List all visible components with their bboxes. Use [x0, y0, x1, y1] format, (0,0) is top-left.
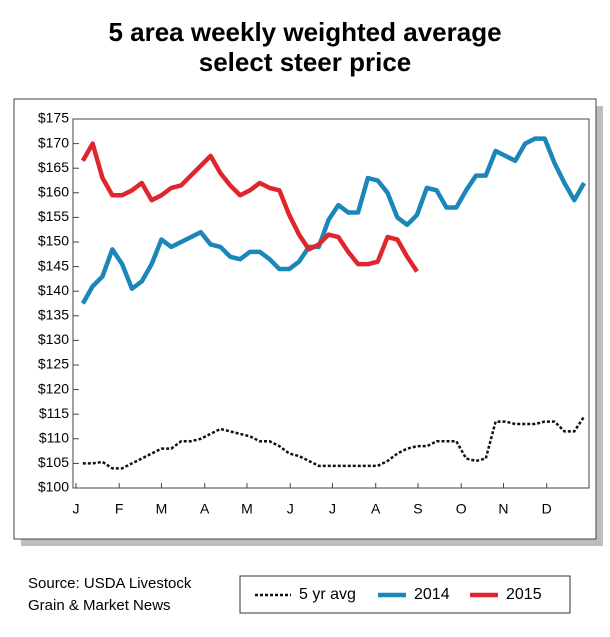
- y-tick-label: $155: [38, 208, 69, 224]
- x-tick-label: S: [413, 501, 422, 517]
- plot-area: [72, 118, 590, 489]
- frame: [13, 98, 597, 540]
- x-tick-label: O: [456, 501, 467, 517]
- y-tick-label: $140: [38, 282, 69, 298]
- y-tick-label: $115: [39, 405, 69, 421]
- x-tick-label: A: [200, 501, 210, 517]
- y-tick-label: $130: [38, 331, 69, 347]
- y-tick-label: $110: [39, 430, 69, 446]
- legend-label: 2015: [506, 586, 542, 603]
- x-tick-label: J: [287, 501, 294, 517]
- source: Source: USDA Livestock: [28, 575, 192, 592]
- y-tick-label: $145: [38, 257, 69, 273]
- series-line: [80, 136, 587, 305]
- chart-title: 5 area weekly weighted average: [108, 17, 501, 47]
- y-tick-label: $125: [38, 356, 69, 372]
- x-tick-label: N: [498, 501, 508, 517]
- x-tick-label: F: [115, 501, 124, 517]
- y-tick-label: $165: [38, 159, 69, 175]
- x-tick-label: M: [241, 501, 253, 517]
- x-tick-label: J: [72, 501, 79, 517]
- y-tick-label: $135: [38, 307, 69, 323]
- y-tick-label: $120: [38, 380, 69, 396]
- x-tick-label: J: [329, 501, 336, 517]
- y-tick-label: $150: [38, 233, 69, 249]
- legend-label: 5 yr avg: [299, 586, 356, 603]
- y-tick-label: $100: [38, 479, 69, 495]
- series-line: [80, 141, 419, 273]
- y-tick-label: $160: [38, 184, 69, 200]
- y-tick-label: $175: [38, 110, 69, 126]
- x-tick-label: A: [371, 501, 381, 517]
- y-tick-label: $105: [38, 454, 69, 470]
- x-tick-label: D: [542, 501, 552, 517]
- source: Grain & Market News: [28, 597, 171, 614]
- x-tick-label: M: [156, 501, 168, 517]
- legend-label: 2014: [414, 586, 450, 603]
- chart-title: select steer price: [199, 47, 411, 77]
- y-tick-label: $170: [38, 134, 69, 150]
- series-line: [82, 415, 586, 470]
